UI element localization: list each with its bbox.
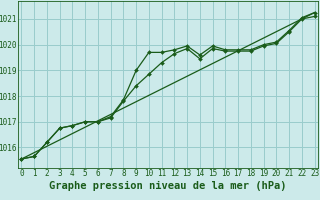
X-axis label: Graphe pression niveau de la mer (hPa): Graphe pression niveau de la mer (hPa) <box>49 181 287 191</box>
